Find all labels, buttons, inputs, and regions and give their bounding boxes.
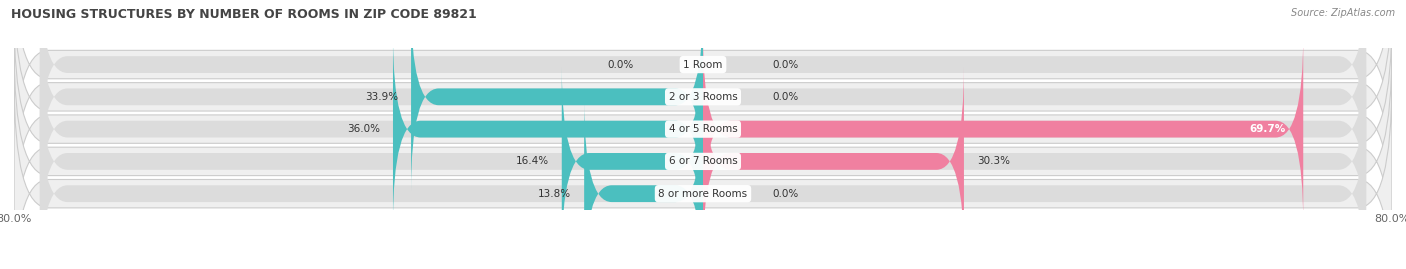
FancyBboxPatch shape (14, 47, 1392, 269)
Text: 4 or 5 Rooms: 4 or 5 Rooms (669, 124, 737, 134)
Text: 69.7%: 69.7% (1250, 124, 1286, 134)
FancyBboxPatch shape (14, 0, 1392, 179)
FancyBboxPatch shape (583, 99, 703, 269)
FancyBboxPatch shape (392, 34, 703, 224)
Text: 6 or 7 Rooms: 6 or 7 Rooms (669, 156, 737, 167)
FancyBboxPatch shape (14, 79, 1392, 269)
FancyBboxPatch shape (39, 34, 1367, 224)
FancyBboxPatch shape (39, 2, 1367, 192)
Text: 13.8%: 13.8% (538, 189, 571, 199)
Text: Source: ZipAtlas.com: Source: ZipAtlas.com (1291, 8, 1395, 18)
Text: 0.0%: 0.0% (772, 189, 799, 199)
Text: HOUSING STRUCTURES BY NUMBER OF ROOMS IN ZIP CODE 89821: HOUSING STRUCTURES BY NUMBER OF ROOMS IN… (11, 8, 477, 21)
Text: 2 or 3 Rooms: 2 or 3 Rooms (669, 92, 737, 102)
Text: 1 Room: 1 Room (683, 59, 723, 70)
Text: 8 or more Rooms: 8 or more Rooms (658, 189, 748, 199)
FancyBboxPatch shape (411, 2, 703, 192)
FancyBboxPatch shape (703, 66, 965, 256)
Text: 33.9%: 33.9% (366, 92, 398, 102)
FancyBboxPatch shape (14, 14, 1392, 244)
Text: 0.0%: 0.0% (772, 59, 799, 70)
FancyBboxPatch shape (14, 0, 1392, 212)
Text: 36.0%: 36.0% (347, 124, 380, 134)
FancyBboxPatch shape (39, 0, 1367, 160)
FancyBboxPatch shape (39, 99, 1367, 269)
FancyBboxPatch shape (39, 66, 1367, 256)
FancyBboxPatch shape (562, 66, 703, 256)
Text: 30.3%: 30.3% (977, 156, 1010, 167)
Text: 0.0%: 0.0% (772, 92, 799, 102)
Text: 16.4%: 16.4% (516, 156, 548, 167)
Text: 0.0%: 0.0% (607, 59, 634, 70)
FancyBboxPatch shape (703, 34, 1303, 224)
